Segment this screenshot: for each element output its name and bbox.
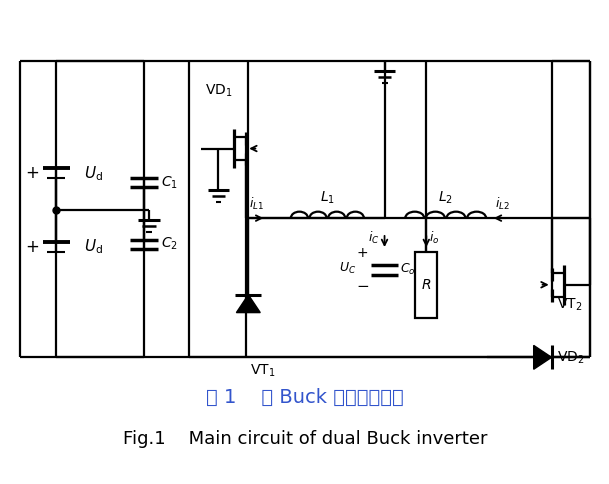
Text: +: + — [26, 165, 40, 182]
Text: $\mathrm{VT}_2$: $\mathrm{VT}_2$ — [557, 296, 582, 313]
Text: $i_o$: $i_o$ — [429, 230, 440, 246]
Text: $i_{L2}$: $i_{L2}$ — [495, 196, 510, 212]
Text: $U_C$: $U_C$ — [339, 261, 357, 276]
Text: $L_1$: $L_1$ — [320, 190, 335, 207]
Text: $\mathrm{VT}_1$: $\mathrm{VT}_1$ — [250, 363, 276, 378]
Text: $\mathrm{VD}_2$: $\mathrm{VD}_2$ — [557, 349, 584, 365]
Text: $C_2$: $C_2$ — [161, 236, 178, 252]
Text: $L_2$: $L_2$ — [438, 190, 453, 207]
Text: $C_o$: $C_o$ — [401, 262, 416, 277]
Text: 图 1    双 Buck 逆变器主电路: 图 1 双 Buck 逆变器主电路 — [206, 388, 404, 407]
Text: +: + — [26, 238, 40, 256]
Text: $U_\mathrm{d}$: $U_\mathrm{d}$ — [84, 238, 104, 257]
Polygon shape — [236, 295, 260, 313]
Text: −: − — [356, 279, 369, 294]
Text: $\mathrm{VD}_1$: $\mathrm{VD}_1$ — [205, 83, 233, 99]
Text: $i_C$: $i_C$ — [368, 230, 379, 246]
Text: $U_\mathrm{d}$: $U_\mathrm{d}$ — [84, 164, 104, 183]
Text: $i_{L1}$: $i_{L1}$ — [248, 196, 264, 212]
Bar — [415, 252, 437, 318]
Text: $R$: $R$ — [421, 278, 431, 292]
Text: $C_1$: $C_1$ — [161, 174, 178, 191]
Text: +: + — [357, 246, 368, 260]
Text: Fig.1    Main circuit of dual Buck inverter: Fig.1 Main circuit of dual Buck inverter — [123, 430, 487, 448]
Polygon shape — [533, 346, 552, 369]
